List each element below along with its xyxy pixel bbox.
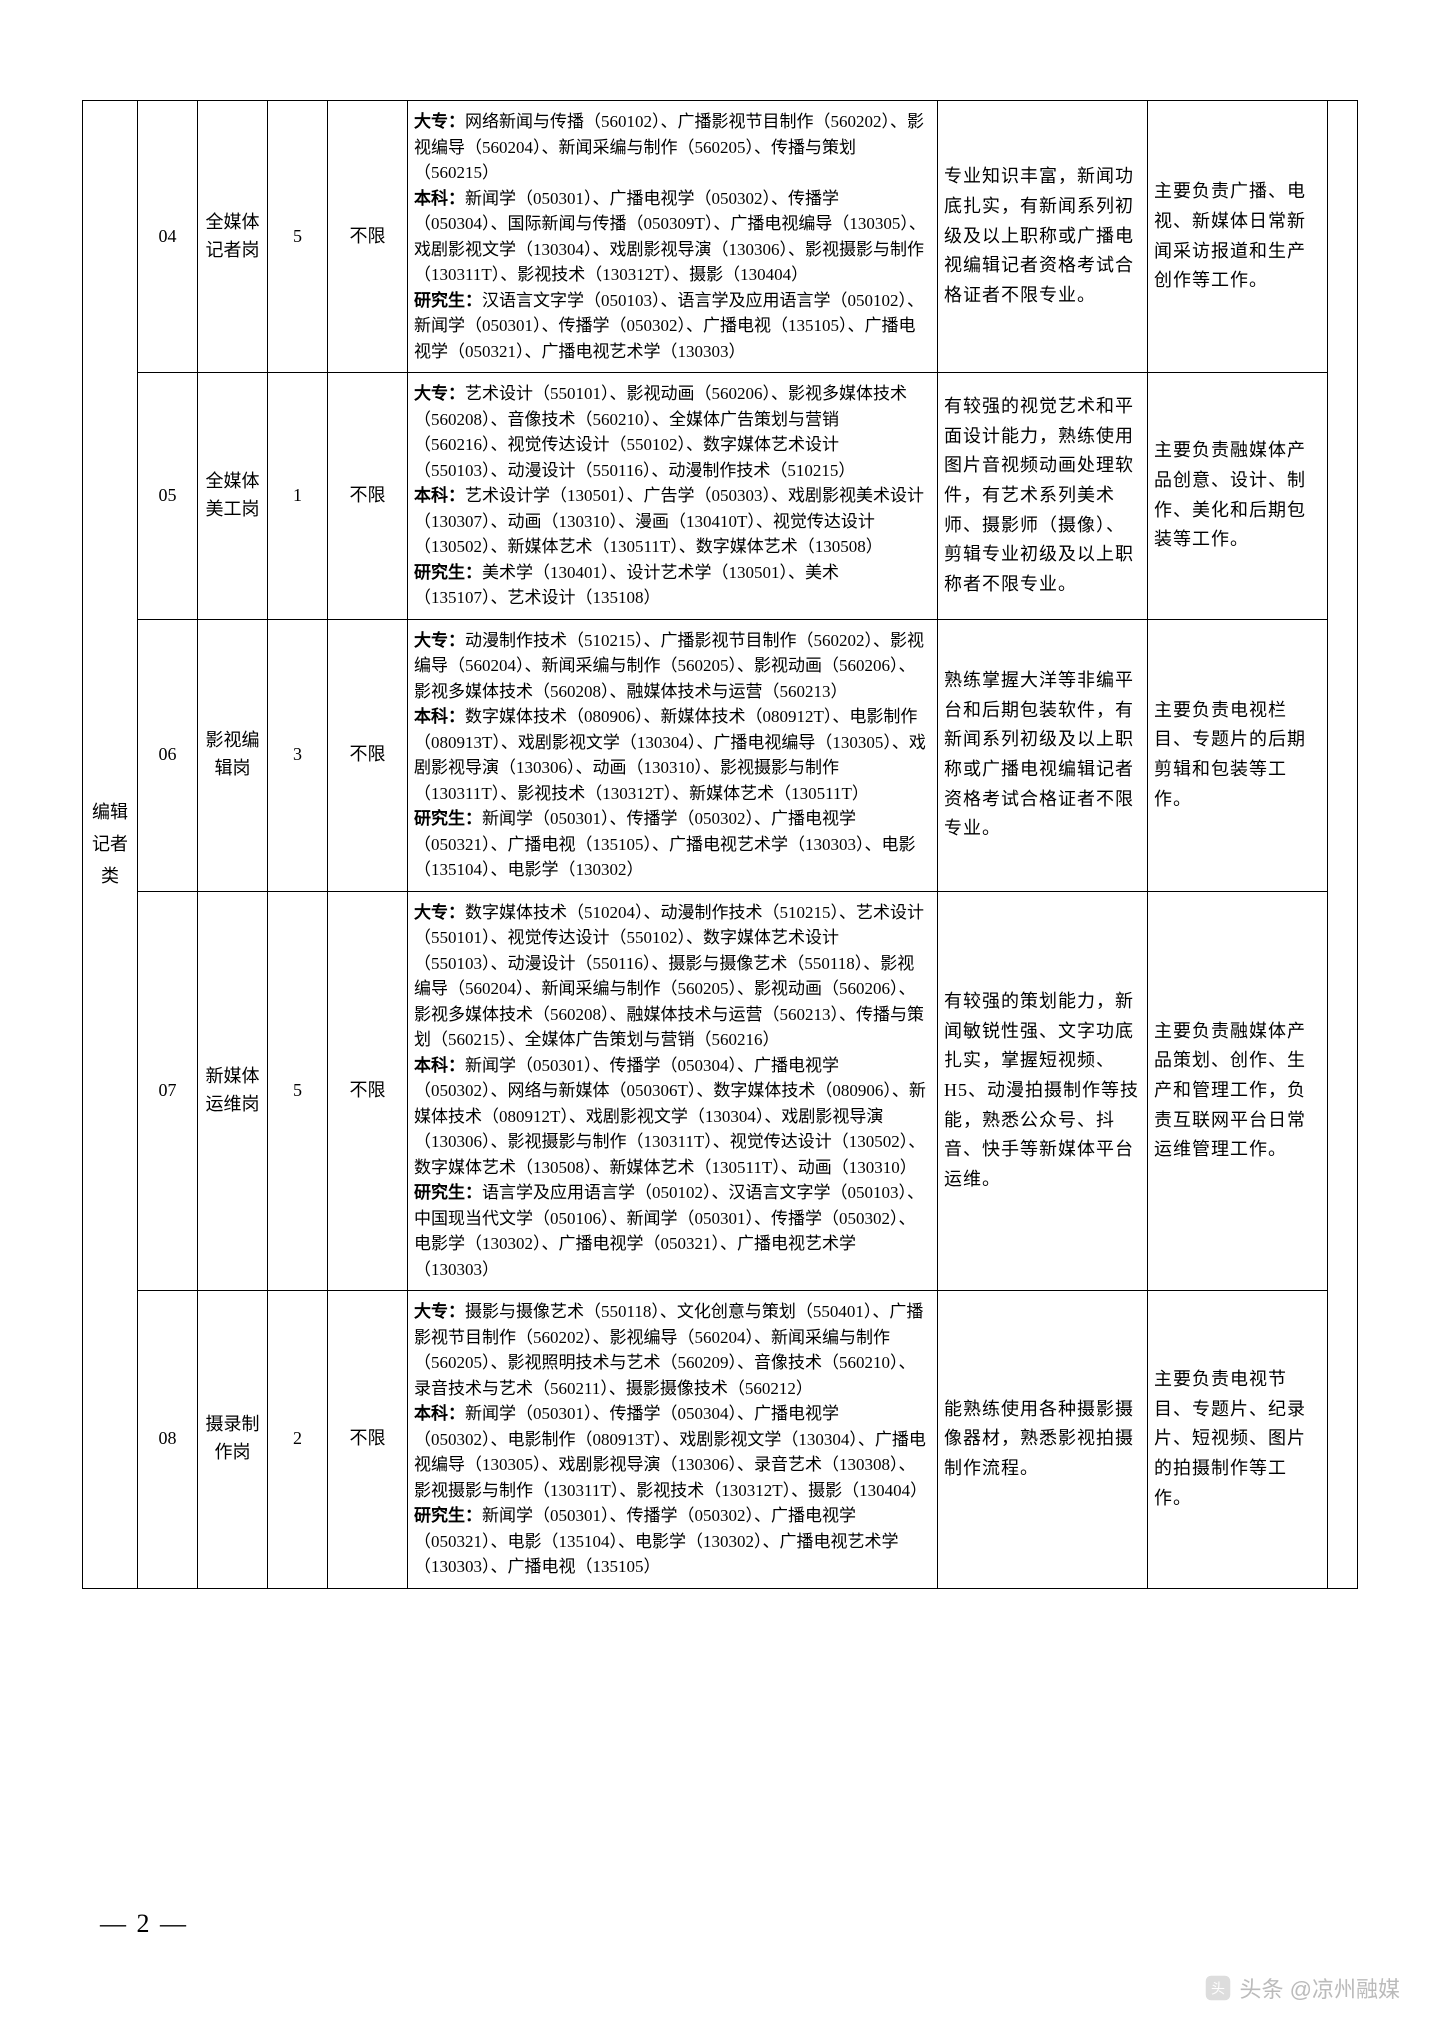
- spec-level-label: 研究生：: [414, 1506, 482, 1525]
- limit-cell: 不限: [328, 373, 408, 620]
- spec-level-label: 大专：: [414, 903, 465, 922]
- spec-text: 艺术设计学（130501）、广告学（050303）、戏剧影视美术设计（13030…: [414, 486, 924, 556]
- code-cell: 05: [138, 373, 198, 620]
- spec-level-label: 本科：: [414, 1404, 465, 1423]
- spec-cell: 大专：艺术设计（550101）、影视动画（560206）、影视多媒体技术（560…: [408, 373, 938, 620]
- num-cell: 5: [268, 891, 328, 1291]
- spec-text: 动漫制作技术（510215）、广播影视节目制作（560202）、影视编导（560…: [414, 631, 924, 701]
- duty-cell: 主要负责电视栏目、专题片的后期剪辑和包装等工作。: [1148, 619, 1328, 891]
- spec-text: 艺术设计（550101）、影视动画（560206）、影视多媒体技术（560208…: [414, 384, 907, 480]
- req-cell: 有较强的策划能力，新闻敏锐性强、文字功底扎实，掌握短视频、H5、动漫拍摄制作等技…: [938, 891, 1148, 1291]
- spec-text: 网络新闻与传播（560102）、广播影视节目制作（560202）、影视编导（56…: [414, 112, 924, 182]
- spec-text: 语言学及应用语言学（050102）、汉语言文字学（050103）、中国现当代文学…: [414, 1183, 924, 1279]
- spec-text: 新闻学（050301）、广播电视学（050302）、传播学（050304）、国际…: [414, 189, 926, 285]
- spec-level-label: 本科：: [414, 486, 465, 505]
- spec-text: 新闻学（050301）、传播学（050302）、广播电视学（050321）、广播…: [414, 809, 916, 879]
- code-cell: 07: [138, 891, 198, 1291]
- num-cell: 1: [268, 373, 328, 620]
- spec-cell: 大专：动漫制作技术（510215）、广播影视节目制作（560202）、影视编导（…: [408, 619, 938, 891]
- limit-cell: 不限: [328, 101, 408, 373]
- table-row: 08摄录制作岗2不限大专：摄影与摄像艺术（550118）、文化创意与策划（550…: [83, 1291, 1358, 1589]
- spec-level-label: 本科：: [414, 707, 465, 726]
- spec-level-label: 本科：: [414, 1056, 465, 1075]
- req-cell: 能熟练使用各种摄影摄像器材，熟悉影视拍摄制作流程。: [938, 1291, 1148, 1589]
- spec-cell: 大专：摄影与摄像艺术（550118）、文化创意与策划（550401）、广播影视节…: [408, 1291, 938, 1589]
- toutiao-icon: 头: [1204, 1974, 1232, 2002]
- post-cell: 全媒体美工岗: [198, 373, 268, 620]
- spec-level-label: 研究生：: [414, 1183, 482, 1202]
- spec-text: 新闻学（050301）、传播学（050304）、广播电视学（050302）、电影…: [414, 1404, 927, 1500]
- limit-cell: 不限: [328, 891, 408, 1291]
- spec-text: 数字媒体技术（510204）、动漫制作技术（510215）、艺术设计（55010…: [414, 903, 924, 1050]
- spec-level-label: 大专：: [414, 384, 465, 403]
- code-cell: 04: [138, 101, 198, 373]
- watermark: 头 头条 @凉州融媒: [1204, 1972, 1400, 2004]
- post-cell: 摄录制作岗: [198, 1291, 268, 1589]
- num-cell: 2: [268, 1291, 328, 1589]
- blank-cell: [1328, 101, 1358, 1589]
- spec-level-label: 大专：: [414, 1302, 465, 1321]
- post-cell: 影视编辑岗: [198, 619, 268, 891]
- spec-cell: 大专：数字媒体技术（510204）、动漫制作技术（510215）、艺术设计（55…: [408, 891, 938, 1291]
- post-cell: 新媒体运维岗: [198, 891, 268, 1291]
- spec-level-label: 大专：: [414, 631, 465, 650]
- duty-cell: 主要负责电视节目、专题片、纪录片、短视频、图片的拍摄制作等工作。: [1148, 1291, 1328, 1589]
- category-cell: 编辑记者类: [83, 101, 138, 1589]
- spec-text: 摄影与摄像艺术（550118）、文化创意与策划（550401）、广播影视节目制作…: [414, 1302, 923, 1398]
- table-row: 06影视编辑岗3不限大专：动漫制作技术（510215）、广播影视节目制作（560…: [83, 619, 1358, 891]
- req-cell: 熟练掌握大洋等非编平台和后期包装软件，有新闻系列初级及以上职称或广播电视编辑记者…: [938, 619, 1148, 891]
- spec-text: 新闻学（050301）、传播学（050304）、广播电视学（050302）、网络…: [414, 1056, 926, 1177]
- code-cell: 08: [138, 1291, 198, 1589]
- spec-level-label: 研究生：: [414, 809, 482, 828]
- table-row: 07新媒体运维岗5不限大专：数字媒体技术（510204）、动漫制作技术（5102…: [83, 891, 1358, 1291]
- table-row: 编辑记者类04全媒体记者岗5不限大专：网络新闻与传播（560102）、广播影视节…: [83, 101, 1358, 373]
- spec-level-label: 大专：: [414, 112, 465, 131]
- post-cell: 全媒体记者岗: [198, 101, 268, 373]
- table-row: 05全媒体美工岗1不限大专：艺术设计（550101）、影视动画（560206）、…: [83, 373, 1358, 620]
- spec-level-label: 研究生：: [414, 291, 482, 310]
- spec-text: 数字媒体技术（080906）、新媒体技术（080912T）、电影制作（08091…: [414, 707, 926, 803]
- req-cell: 专业知识丰富，新闻功底扎实，有新闻系列初级及以上职称或广播电视编辑记者资格考试合…: [938, 101, 1148, 373]
- watermark-text: 头条 @凉州融媒: [1240, 1972, 1400, 2004]
- duty-cell: 主要负责广播、电视、新媒体日常新闻采访报道和生产创作等工作。: [1148, 101, 1328, 373]
- spec-level-label: 研究生：: [414, 563, 482, 582]
- num-cell: 3: [268, 619, 328, 891]
- spec-text: 汉语言文字学（050103）、语言学及应用语言学（050102）、新闻学（050…: [414, 291, 924, 361]
- limit-cell: 不限: [328, 1291, 408, 1589]
- num-cell: 5: [268, 101, 328, 373]
- page-number: — 2 —: [100, 1909, 188, 1939]
- duty-cell: 主要负责融媒体产品策划、创作、生产和管理工作，负责互联网平台日常运维管理工作。: [1148, 891, 1328, 1291]
- spec-cell: 大专：网络新闻与传播（560102）、广播影视节目制作（560202）、影视编导…: [408, 101, 938, 373]
- req-cell: 有较强的视觉艺术和平面设计能力，熟练使用图片音视频动画处理软件，有艺术系列美术师…: [938, 373, 1148, 620]
- recruitment-table: 编辑记者类04全媒体记者岗5不限大专：网络新闻与传播（560102）、广播影视节…: [82, 100, 1358, 1589]
- code-cell: 06: [138, 619, 198, 891]
- svg-text:头: 头: [1211, 1980, 1225, 1996]
- duty-cell: 主要负责融媒体产品创意、设计、制作、美化和后期包装等工作。: [1148, 373, 1328, 620]
- spec-text: 新闻学（050301）、传播学（050302）、广播电视学（050321）、电影…: [414, 1506, 899, 1576]
- spec-level-label: 本科：: [414, 189, 465, 208]
- limit-cell: 不限: [328, 619, 408, 891]
